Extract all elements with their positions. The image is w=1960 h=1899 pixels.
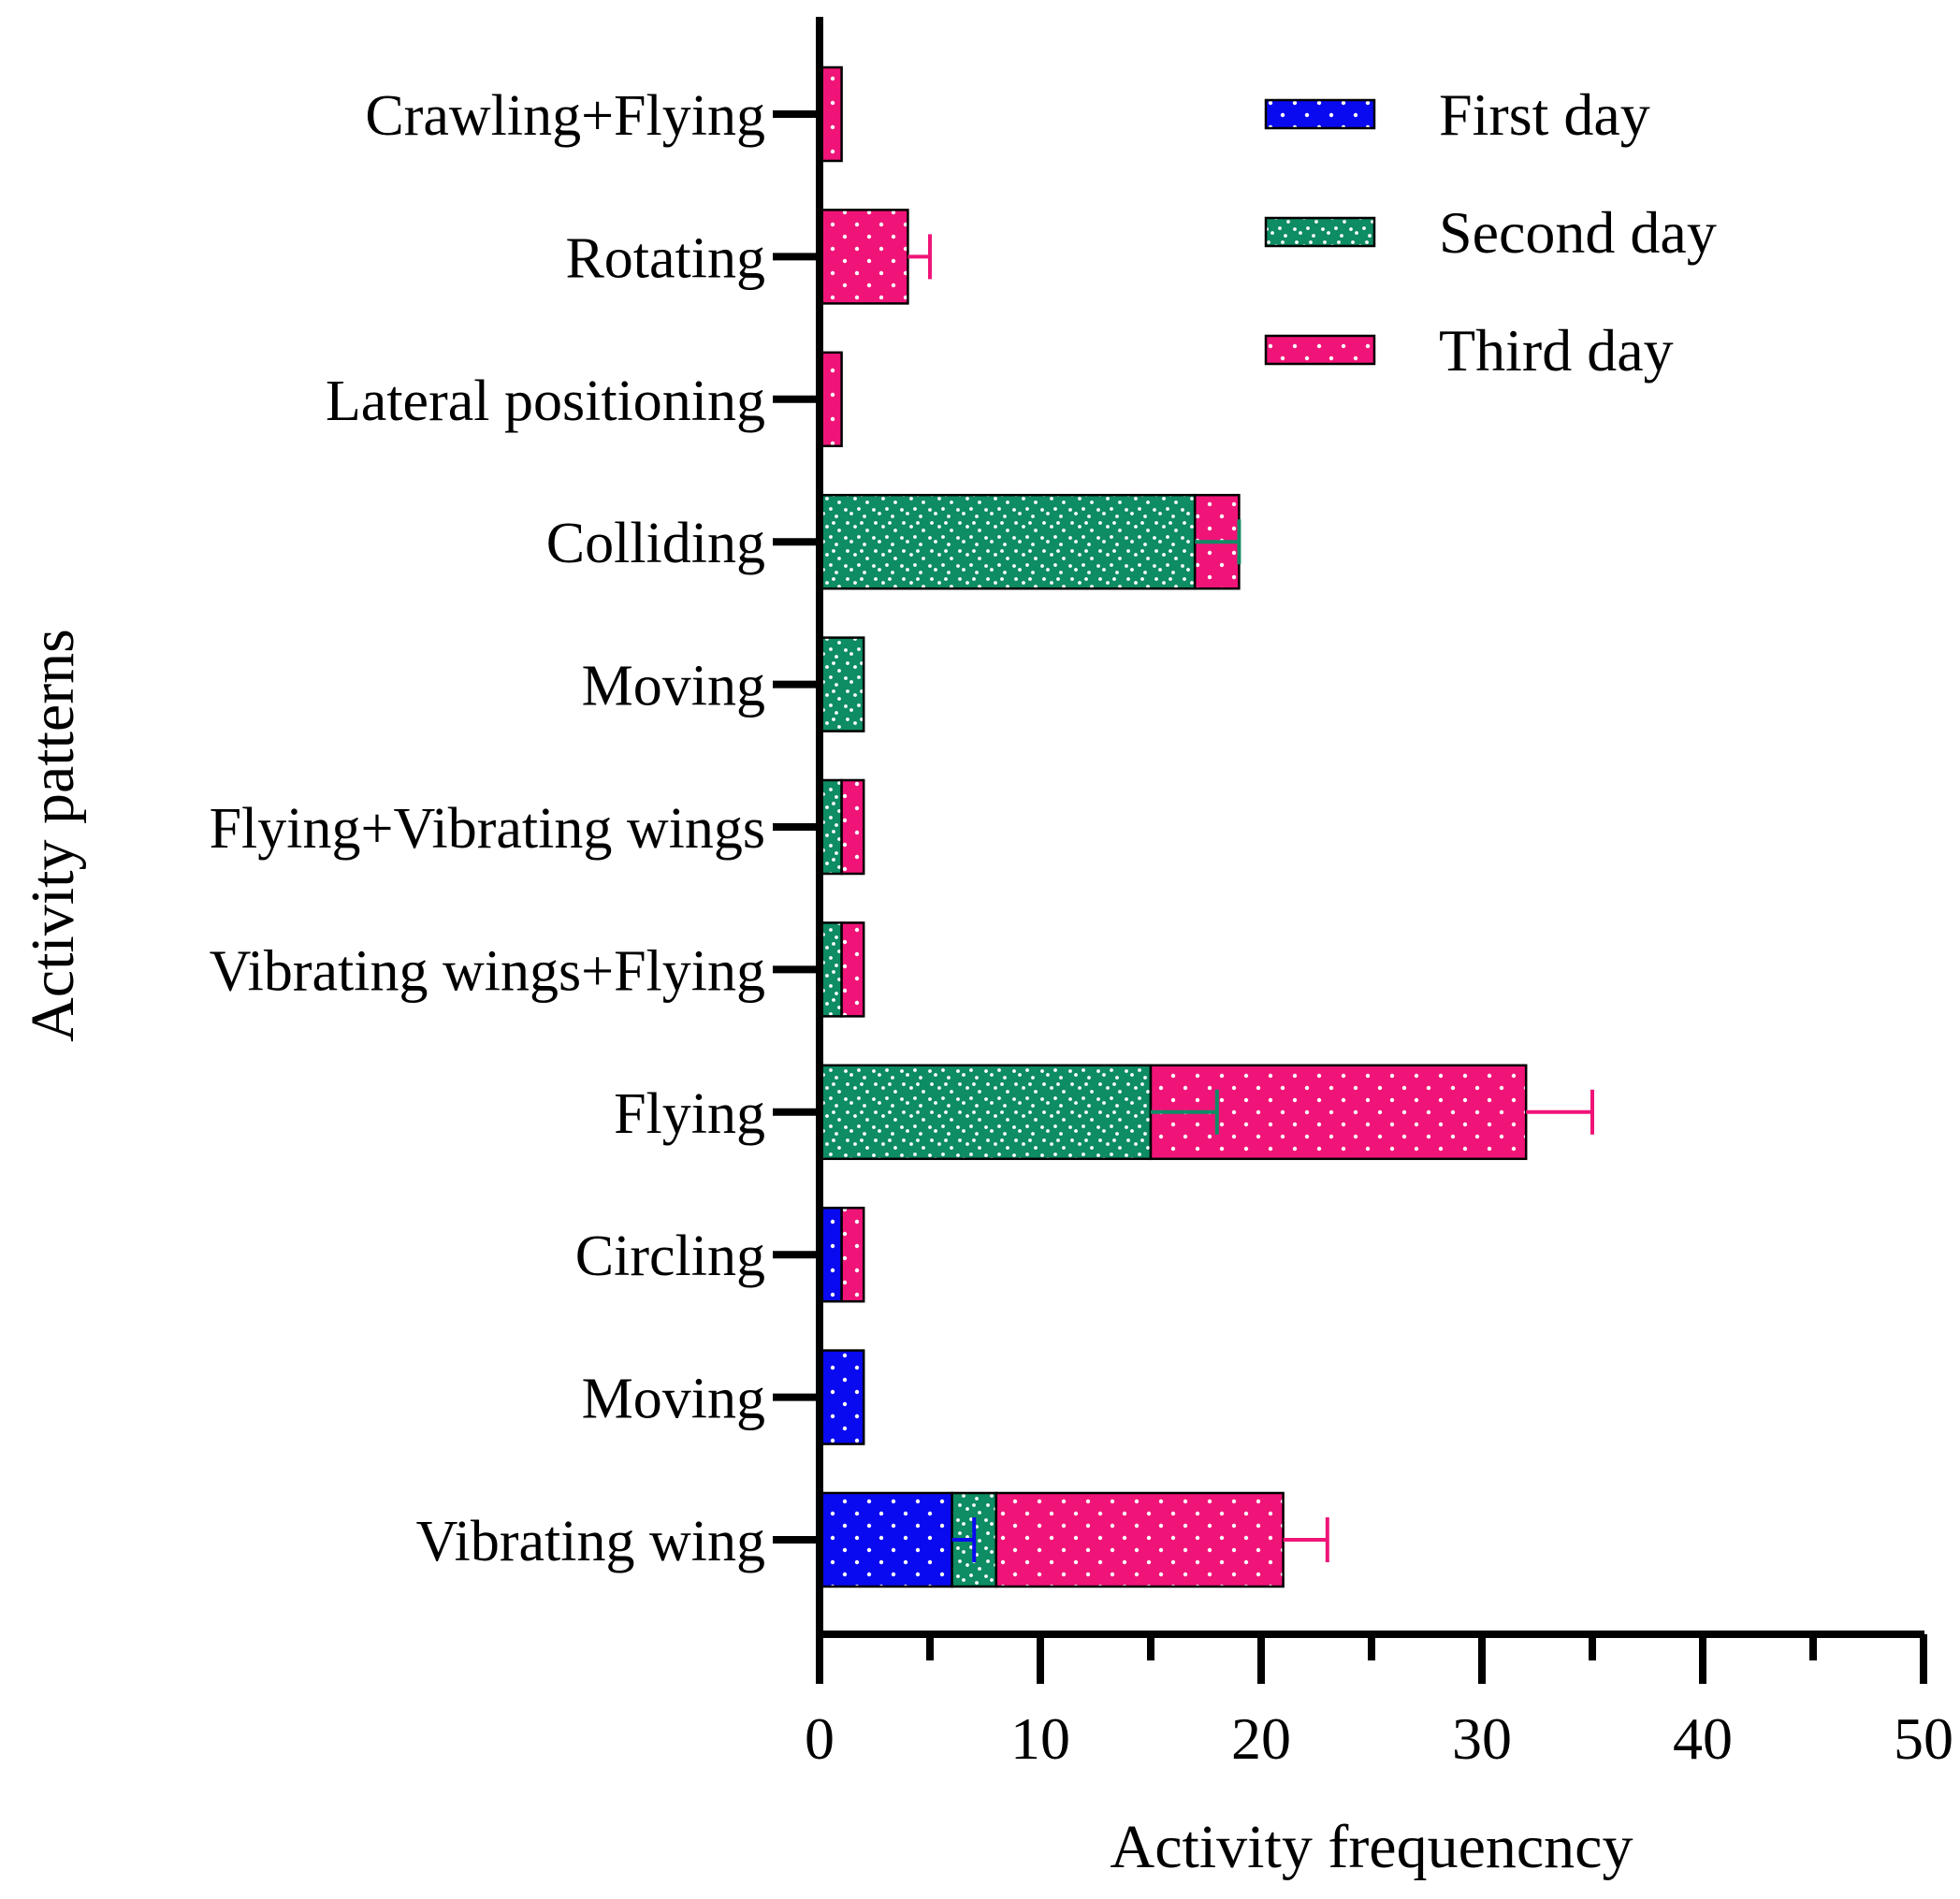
- bar-second-day-colliding: [818, 493, 1197, 590]
- y-tick-label-crawling-flying: Crawling+Flying: [365, 84, 765, 148]
- y-tick-label-lateral-positioning: Lateral positioning: [326, 370, 765, 433]
- legend-swatch-first-day: [1264, 98, 1376, 130]
- legend-label-second-day: Second day: [1439, 199, 1717, 266]
- bar-third-day-circling: [840, 1206, 865, 1303]
- bar-first-day-vibrating-wing: [818, 1491, 953, 1588]
- legend-label-first-day: First day: [1439, 81, 1650, 148]
- y-tick-label-flying-vibrating-wings: Flying+Vibrating wings: [210, 797, 765, 861]
- legend: First day Second day Third day: [1264, 81, 1717, 384]
- legend-swatch-second-day: [1264, 216, 1376, 248]
- x-tick-label-40: 40: [1673, 1705, 1733, 1772]
- x-tick-label-30: 30: [1452, 1705, 1512, 1772]
- bar-third-day-rotating: [818, 209, 909, 305]
- error-bars-layer: [907, 234, 1594, 1562]
- bar-third-day-vibrating-wing: [995, 1491, 1285, 1588]
- y-tick-label-vibrating-wing: Vibrating wing: [416, 1510, 765, 1573]
- x-tick-label-10: 10: [1010, 1705, 1070, 1772]
- bars-layer: [818, 65, 1528, 1588]
- y-ticks-layer: Vibrating wing Moving Circling Flying Vibrat…: [210, 84, 820, 1573]
- bar-second-day-moving: [818, 636, 865, 732]
- y-tick-label-vibrating-wings-flying: Vibrating wings+Flying: [210, 939, 765, 1003]
- y-tick-label-flying: Flying: [614, 1082, 765, 1146]
- legend-label-third-day: Third day: [1439, 317, 1674, 384]
- y-tick-label-moving: Moving: [582, 655, 765, 718]
- bar-second-day-flying: [818, 1064, 1153, 1161]
- legend-swatch-third-day: [1264, 334, 1376, 366]
- y-axis-title: Activity patterns: [19, 629, 87, 1042]
- bar-third-day-vibrating-wings-flying: [840, 921, 865, 1018]
- bar-first-day-moving: [818, 1349, 865, 1445]
- x-axis-title: Activity frequencncy: [1111, 1813, 1633, 1881]
- y-tick-label-moving: Moving: [582, 1368, 765, 1431]
- y-tick-label-rotating: Rotating: [565, 226, 765, 290]
- y-tick-label-colliding: Colliding: [546, 512, 765, 575]
- bar-third-day-flying-vibrating-wings: [840, 778, 865, 876]
- x-tick-label-50: 50: [1894, 1705, 1953, 1772]
- x-tick-label-20: 20: [1231, 1705, 1291, 1772]
- x-tick-label-0: 0: [805, 1705, 835, 1772]
- x-ticks-layer: 0 10 20 30 40 50: [805, 1634, 1953, 1772]
- y-tick-label-circling: Circling: [575, 1225, 765, 1288]
- axes-layer: [816, 17, 1924, 1638]
